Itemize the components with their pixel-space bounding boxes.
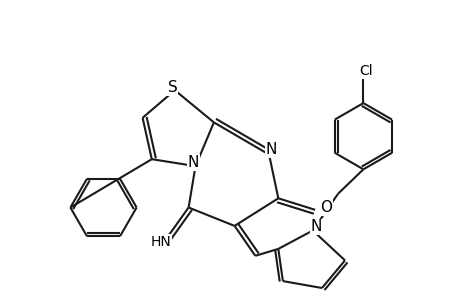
- Text: O: O: [320, 200, 332, 215]
- Text: N: N: [265, 142, 276, 158]
- Text: N: N: [310, 219, 321, 234]
- Text: N: N: [187, 155, 198, 170]
- Text: HN: HN: [150, 235, 171, 249]
- Text: Cl: Cl: [358, 64, 372, 78]
- Text: S: S: [167, 80, 177, 95]
